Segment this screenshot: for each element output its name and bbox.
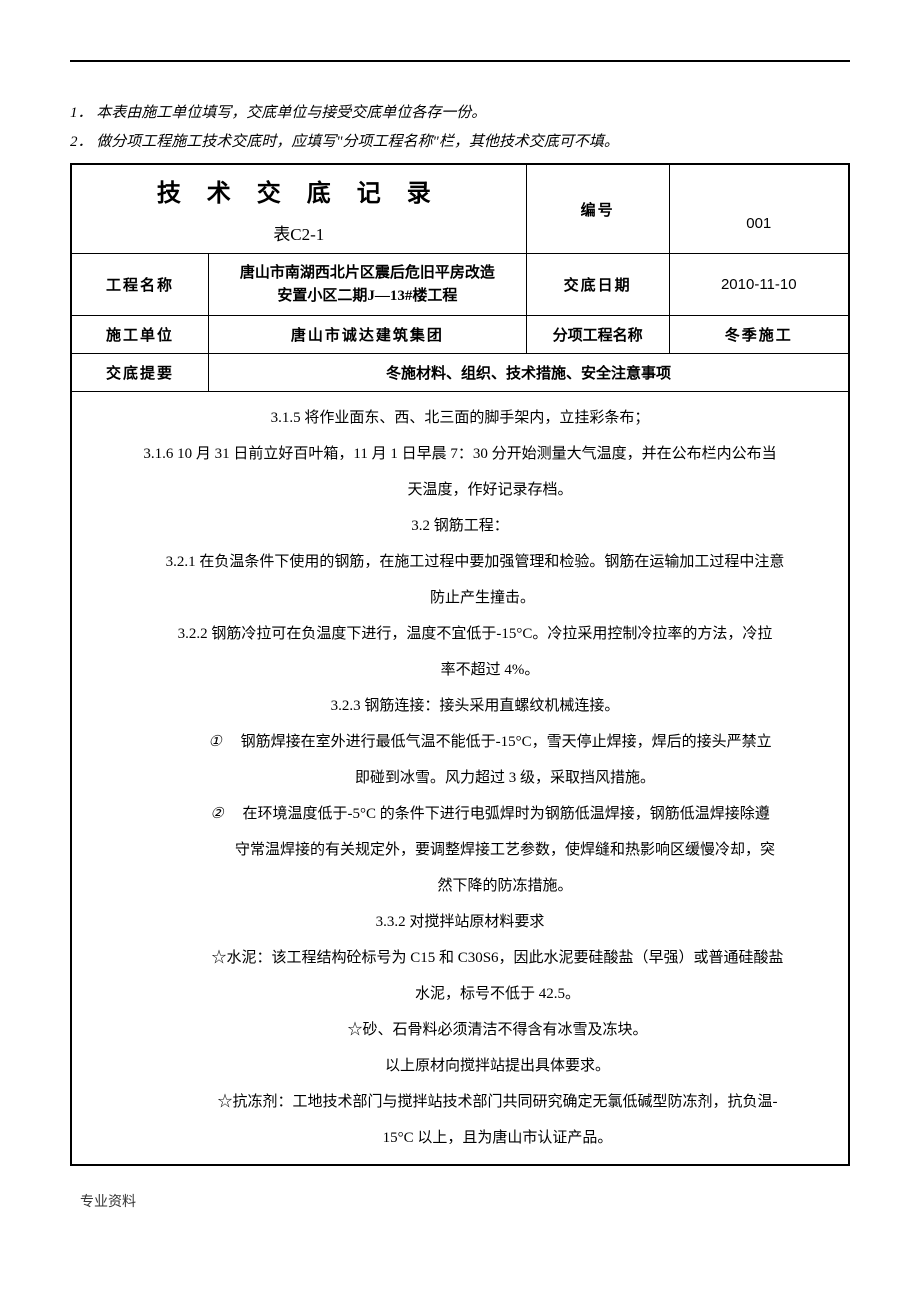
title-cell: 技 术 交 底 记 录 表C2-1 xyxy=(71,164,526,254)
serial-label: 编号 xyxy=(526,164,669,254)
note-line-1: 1． 本表由施工单位填写，交底单位与接受交底单位各存一份。 xyxy=(70,102,850,125)
summary-label: 交底提要 xyxy=(71,354,209,392)
body-p8b: 守常温焊接的有关规定外，要调整焊接工艺参数，使焊缝和热影响区缓慢冷却，突 xyxy=(82,832,838,868)
body-p4: 3.2.1 在负温条件下使用的钢筋，在施工过程中要加强管理和检验。钢筋在运输加工… xyxy=(82,544,838,580)
project-name-value: 唐山市南湖西北片区震后危旧平房改造 安置小区二期J—13#楼工程 xyxy=(209,254,527,316)
record-table: 技 术 交 底 记 录 表C2-1 编号 001 工程名称 唐山市南湖西北片区震… xyxy=(70,163,850,1166)
project-name-line2: 安置小区二期J—13#楼工程 xyxy=(277,288,457,304)
body-p9: 3.3.2 对搅拌站原材料要求 xyxy=(82,904,838,940)
body-p13b: 15°C 以上，且为唐山市认证产品。 xyxy=(82,1120,838,1156)
body-p5b: 率不超过 4%。 xyxy=(82,652,838,688)
body-p8c: 然下降的防冻措施。 xyxy=(82,868,838,904)
body-p4b: 防止产生撞击。 xyxy=(82,580,838,616)
summary-value: 冬施材料、组织、技术措施、安全注意事项 xyxy=(209,354,849,392)
unit-label: 施工单位 xyxy=(71,316,209,354)
body-p1: 3.1.5 将作业面东、西、北三面的脚手架内，立挂彩条布； xyxy=(82,400,838,436)
body-p7: ① 钢筋焊接在室外进行最低气温不能低于-15°C，雪天停止焊接，焊后的接头严禁立 xyxy=(82,724,838,760)
body-p5: 3.2.2 钢筋冷拉可在负温度下进行，温度不宜低于-15°C。冷拉采用控制冷拉率… xyxy=(82,616,838,652)
unit-value: 唐山市诚达建筑集团 xyxy=(209,316,527,354)
body-p10: ☆水泥：该工程结构砼标号为 C15 和 C30S6，因此水泥要硅酸盐（早强）或普… xyxy=(82,940,838,976)
date-label: 交底日期 xyxy=(526,254,669,316)
body-p3: 3.2 钢筋工程： xyxy=(82,508,838,544)
date-value: 2010-11-10 xyxy=(669,254,849,316)
body-p6: 3.2.3 钢筋连接：接头采用直螺纹机械连接。 xyxy=(82,688,838,724)
subproject-value: 冬季施工 xyxy=(669,316,849,354)
body-p11: ☆砂、石骨料必须清洁不得含有冰雪及冻块。 xyxy=(82,1012,838,1048)
body-p7-text: 钢筋焊接在室外进行最低气温不能低于-15°C，雪天停止焊接，焊后的接头严禁立 xyxy=(237,734,772,750)
serial-value: 001 xyxy=(669,194,849,254)
note-line-2: 2． 做分项工程施工技术交底时，应填写"分项工程名称"栏，其他技术交底可不填。 xyxy=(70,131,850,154)
body-p10b: 水泥，标号不低于 42.5。 xyxy=(82,976,838,1012)
body-p8: ② 在环境温度低于-5°C 的条件下进行电弧焊时为钢筋低温焊接，钢筋低温焊接除遵 xyxy=(82,796,838,832)
circle-2: ② xyxy=(218,796,239,832)
body-p12: 以上原材向搅拌站提出具体要求。 xyxy=(82,1048,838,1084)
body-p2b: 天温度，作好记录存档。 xyxy=(82,472,838,508)
subproject-label: 分项工程名称 xyxy=(526,316,669,354)
summary-row: 交底提要 冬施材料、组织、技术措施、安全注意事项 xyxy=(71,354,849,392)
title-row: 技 术 交 底 记 录 表C2-1 编号 xyxy=(71,164,849,194)
top-rule xyxy=(70,60,850,62)
body-p7b: 即碰到冰雪。风力超过 3 级，采取挡风措施。 xyxy=(82,760,838,796)
content-body: 3.1.5 将作业面东、西、北三面的脚手架内，立挂彩条布； 3.1.6 10 月… xyxy=(71,392,849,1166)
table-code: 表C2-1 xyxy=(82,220,516,245)
body-p2: 3.1.6 10 月 31 日前立好百叶箱，11 月 1 日早晨 7：30 分开… xyxy=(82,436,838,472)
page-footer: 专业资料 xyxy=(70,1191,850,1211)
header-notes: 1． 本表由施工单位填写，交底单位与接受交底单位各存一份。 2． 做分项工程施工… xyxy=(70,102,850,153)
body-p13: ☆抗冻剂：工地技术部门与搅拌站技术部门共同研究确定无氯低碱型防冻剂，抗负温- xyxy=(82,1084,838,1120)
serial-blank xyxy=(669,164,849,194)
project-row: 工程名称 唐山市南湖西北片区震后危旧平房改造 安置小区二期J—13#楼工程 交底… xyxy=(71,254,849,316)
record-title: 技 术 交 底 记 录 xyxy=(82,173,516,208)
project-name-line1: 唐山市南湖西北片区震后危旧平房改造 xyxy=(240,265,495,281)
unit-row: 施工单位 唐山市诚达建筑集团 分项工程名称 冬季施工 xyxy=(71,316,849,354)
project-name-label: 工程名称 xyxy=(71,254,209,316)
content-row: 3.1.5 将作业面东、西、北三面的脚手架内，立挂彩条布； 3.1.6 10 月… xyxy=(71,392,849,1166)
circle-1: ① xyxy=(216,724,237,760)
body-p8-text: 在环境温度低于-5°C 的条件下进行电弧焊时为钢筋低温焊接，钢筋低温焊接除遵 xyxy=(239,806,770,822)
